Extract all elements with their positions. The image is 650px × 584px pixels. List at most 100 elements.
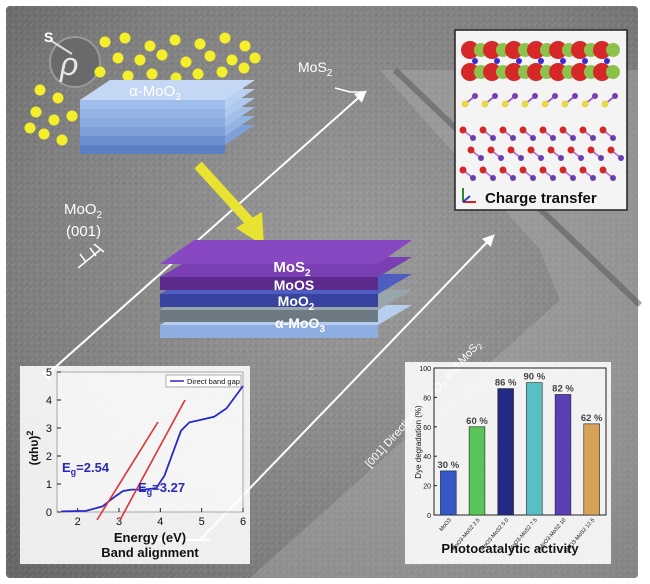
- band-alignment-inset: 2 3 4 5 6 0 1 2 3 4 5 Direct band gap Eg=2.54 Eg=3…: [20, 366, 250, 564]
- bar: [440, 470, 457, 516]
- sulfur-atom: [461, 100, 469, 108]
- tangent-line-1: [96, 421, 159, 521]
- sulfur-atom: [122, 70, 134, 82]
- sulfur-atom: [606, 43, 620, 57]
- oxygen-atom: [479, 166, 487, 174]
- sulfur-source-icon: ρ: [49, 36, 101, 88]
- oxygen-atom: [547, 146, 555, 154]
- molybdenum-atom: [478, 155, 484, 161]
- bar-y-tick-label: 0: [427, 513, 431, 520]
- oxygen-atom: [539, 126, 547, 134]
- oxygen-atom: [539, 166, 547, 174]
- sulfur-atom: [169, 34, 181, 46]
- svg-text:Direct band gap: Direct band gap: [187, 377, 240, 386]
- sulfur-atom: [134, 54, 146, 66]
- mos2-label: MoS2: [298, 59, 333, 79]
- molybdenum-atom: [590, 175, 596, 181]
- sulfur-atom: [501, 100, 509, 108]
- layer-moo2: MoO2: [278, 293, 315, 313]
- oxygen-atom: [593, 63, 611, 81]
- molybdenum-atom: [572, 93, 578, 99]
- oxygen-atom: [579, 126, 587, 134]
- sulfur-atom: [30, 106, 42, 118]
- oxygen-atom: [467, 146, 475, 154]
- bar: [497, 388, 514, 516]
- sulfur-atom: [601, 100, 609, 108]
- bar: [583, 423, 600, 516]
- bar-y-tick-label: 20: [423, 484, 431, 491]
- sulfur-atom: [119, 32, 131, 44]
- molybdenum-atom: [582, 58, 588, 64]
- molybdenum-atom: [550, 175, 556, 181]
- molybdenum-atom: [570, 135, 576, 141]
- molybdenum-atom: [578, 155, 584, 161]
- crystal-structure: [459, 41, 624, 181]
- oxygen-atom: [571, 63, 589, 81]
- molybdenum-atom: [592, 93, 598, 99]
- oxygen-atom: [499, 126, 507, 134]
- layer-mos2: MoS2: [273, 259, 311, 279]
- oxygen-atom: [579, 166, 587, 174]
- bar-value-label: 62 %: [581, 413, 603, 424]
- moo2-label: MoO2: [64, 201, 103, 221]
- oxygen-atom: [461, 41, 479, 59]
- molybdenum-atom: [560, 58, 566, 64]
- bar-y-tick-label: 100: [419, 366, 431, 373]
- eg2-label: Eg=3.27: [138, 480, 185, 497]
- sulfur-atom: [561, 100, 569, 108]
- x-tick-label: 4: [157, 516, 163, 528]
- oxygen-atom: [519, 126, 527, 134]
- sulfur-atom: [112, 52, 124, 64]
- molybdenum-atom: [530, 175, 536, 181]
- sulfur-atom: [180, 56, 192, 68]
- oxygen-atom: [607, 146, 615, 154]
- molybdenum-atom: [510, 175, 516, 181]
- heterostructure-stack: [160, 240, 412, 338]
- bar-y-tick-label: 60: [423, 425, 431, 432]
- sulfur-atom: [226, 54, 238, 66]
- oxygen-atom: [559, 126, 567, 134]
- molybdenum-atom: [494, 58, 500, 64]
- bar-value-label: 30 %: [438, 460, 460, 471]
- oxygen-atom: [599, 166, 607, 174]
- oxygen-atom: [483, 41, 501, 59]
- molybdenum-atom: [618, 155, 624, 161]
- molybdenum-atom: [530, 135, 536, 141]
- molybdenum-atom: [470, 175, 476, 181]
- moo2-facet-label: (001): [66, 223, 101, 240]
- molybdenum-atom: [552, 93, 558, 99]
- sulfur-atom: [146, 68, 158, 80]
- sulfur-atom: [219, 32, 231, 44]
- axis-icon: [462, 188, 476, 203]
- sulfur-atom: [38, 128, 50, 140]
- bar: [554, 394, 572, 516]
- y-tick-label: 1: [46, 479, 52, 491]
- x-tick-label: 3: [116, 516, 122, 528]
- oxygen-atom: [483, 63, 501, 81]
- bar: [468, 426, 486, 516]
- molybdenum-atom: [470, 135, 476, 141]
- sulfur-atom: [99, 36, 111, 48]
- molybdenum-atom: [604, 58, 610, 64]
- x-tick-label: 2: [75, 516, 81, 528]
- charge-transfer-inset: Charge transfer: [454, 29, 628, 211]
- molybdenum-atom: [612, 93, 618, 99]
- oxygen-atom: [507, 146, 515, 154]
- y-tick-label: 2: [46, 451, 52, 463]
- sulfur-atom: [156, 49, 168, 61]
- sulfur-atom: [24, 122, 36, 134]
- oxygen-atom: [479, 126, 487, 134]
- moo3-stack: [80, 80, 255, 154]
- molybdenum-atom: [570, 175, 576, 181]
- sulfur-atom: [192, 68, 204, 80]
- layer-moos: MoOS: [274, 277, 314, 293]
- x-tick-label: 6: [240, 516, 246, 528]
- bar-value-label: 90 %: [524, 372, 546, 383]
- sulfur-atom: [194, 38, 206, 50]
- oxygen-atom: [571, 41, 589, 59]
- sulfur-label: S: [44, 29, 53, 45]
- oxygen-atom: [599, 126, 607, 134]
- molybdenum-atom: [598, 155, 604, 161]
- sulfur-atom: [581, 100, 589, 108]
